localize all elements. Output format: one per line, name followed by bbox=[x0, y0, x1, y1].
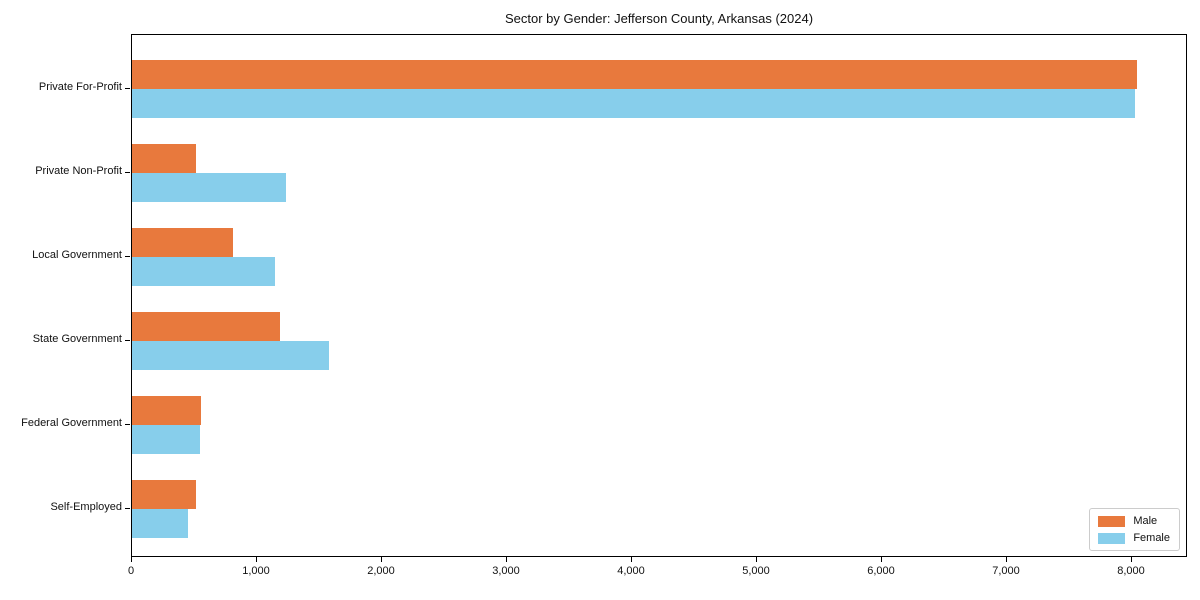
y-tick-mark bbox=[125, 88, 130, 89]
bar-male bbox=[132, 60, 1137, 89]
bar-female bbox=[132, 257, 275, 286]
bar-female bbox=[132, 341, 329, 370]
x-tick-mark bbox=[881, 557, 882, 562]
bar-female bbox=[132, 425, 200, 454]
bar-male bbox=[132, 228, 233, 257]
legend-label: Female bbox=[1133, 532, 1170, 544]
legend-label: Male bbox=[1133, 515, 1158, 527]
x-tick-label: 8,000 bbox=[1117, 565, 1145, 577]
bar-male bbox=[132, 312, 280, 341]
bar-male bbox=[132, 480, 196, 509]
y-axis-label: Private For-Profit bbox=[38, 81, 122, 93]
y-tick-mark bbox=[125, 256, 130, 257]
y-tick-mark bbox=[125, 424, 130, 425]
legend-item-female: Female bbox=[1098, 532, 1170, 544]
bar-female bbox=[132, 509, 188, 538]
y-axis-label: Private Non-Profit bbox=[35, 165, 122, 177]
y-tick-mark bbox=[125, 340, 130, 341]
legend-swatch-male bbox=[1098, 515, 1126, 527]
x-tick-mark bbox=[131, 557, 132, 562]
x-tick-mark bbox=[1006, 557, 1007, 562]
x-tick-label: 1,000 bbox=[242, 565, 270, 577]
bar-group bbox=[132, 60, 1186, 118]
bar-group bbox=[132, 228, 1186, 286]
x-tick-mark bbox=[631, 557, 632, 562]
x-tick-mark bbox=[381, 557, 382, 562]
y-tick-mark bbox=[125, 172, 130, 173]
x-tick-label: 5,000 bbox=[742, 565, 770, 577]
bar-group bbox=[132, 396, 1186, 454]
chart-title: Sector by Gender: Jefferson County, Arka… bbox=[504, 11, 814, 26]
bar-male bbox=[132, 144, 196, 173]
legend-swatch-female bbox=[1098, 532, 1126, 544]
plot-area: Male Female bbox=[131, 34, 1187, 557]
y-axis-label: Local Government bbox=[32, 249, 122, 261]
x-tick-label: 0 bbox=[127, 565, 135, 577]
bar-group bbox=[132, 312, 1186, 370]
legend-item-male: Male bbox=[1098, 515, 1170, 527]
x-tick-mark bbox=[506, 557, 507, 562]
bar-female bbox=[132, 173, 286, 202]
x-tick-mark bbox=[1131, 557, 1132, 562]
legend: Male Female bbox=[1089, 508, 1180, 551]
y-axis-label: Self-Employed bbox=[50, 501, 122, 513]
x-tick-mark bbox=[756, 557, 757, 562]
bar-group bbox=[132, 144, 1186, 202]
x-tick-label: 6,000 bbox=[867, 565, 895, 577]
bar-female bbox=[132, 89, 1135, 118]
y-axis-label: Federal Government bbox=[21, 417, 122, 429]
bar-male bbox=[132, 396, 201, 425]
x-tick-label: 3,000 bbox=[492, 565, 520, 577]
y-axis-label: State Government bbox=[32, 333, 122, 345]
x-tick-label: 7,000 bbox=[992, 565, 1020, 577]
x-tick-mark bbox=[256, 557, 257, 562]
y-tick-mark bbox=[125, 508, 130, 509]
x-tick-label: 2,000 bbox=[367, 565, 395, 577]
bar-group bbox=[132, 480, 1186, 538]
x-tick-label: 4,000 bbox=[617, 565, 645, 577]
